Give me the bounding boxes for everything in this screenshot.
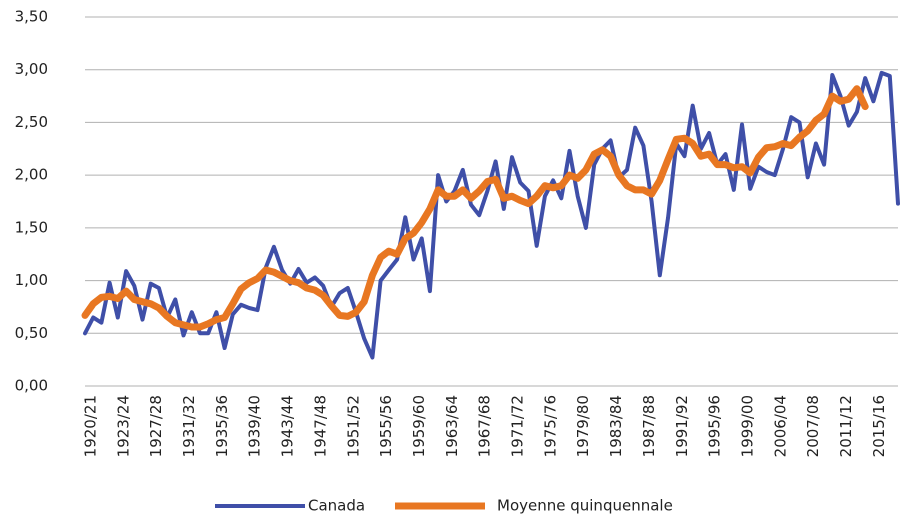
x-tick-label: 1991/92 (673, 395, 691, 457)
y-tick-label: 1,00 (15, 271, 48, 289)
x-tick-label: 2006/04 (771, 395, 789, 457)
x-tick-label: 1967/68 (476, 395, 494, 457)
x-tick-label: 1963/64 (443, 395, 461, 457)
y-tick-label: 0,50 (15, 324, 48, 342)
x-tick-label: 1923/24 (114, 395, 132, 457)
x-tick-label: 1959/60 (410, 395, 428, 457)
x-tick-label: 1920/21 (82, 395, 100, 457)
x-tick-label: 2007/08 (804, 395, 822, 457)
legend-label: Canada (308, 497, 365, 515)
x-tick-label: 1971/72 (509, 395, 527, 457)
x-tick-label: 1927/28 (147, 395, 165, 457)
y-tick-label: 0,00 (15, 377, 48, 395)
x-tick-label: 1975/76 (541, 395, 559, 457)
y-tick-label: 1,50 (15, 218, 48, 236)
y-tick-label: 2,00 (15, 166, 48, 184)
x-tick-label: 1931/32 (180, 395, 198, 457)
y-tick-label: 2,50 (15, 113, 48, 131)
y-tick-label: 3,00 (15, 60, 48, 78)
x-tick-label: 1987/88 (640, 395, 658, 457)
legend-label: Moyenne quinquennale (497, 497, 673, 515)
x-tick-label: 1979/80 (574, 395, 592, 457)
x-tick-label: 1955/56 (377, 395, 395, 457)
series-line (81, 85, 869, 331)
series-line (83, 70, 900, 360)
x-tick-label: 1995/96 (706, 395, 724, 457)
x-tick-label: 1983/84 (607, 395, 625, 457)
x-tick-label: 2011/12 (837, 395, 855, 457)
x-tick-label: 1939/40 (246, 395, 264, 457)
x-tick-label: 1943/44 (279, 395, 297, 457)
y-tick-label: 3,50 (15, 8, 48, 26)
x-tick-label: 1935/36 (213, 395, 231, 457)
x-tick-label: 2015/16 (870, 395, 888, 457)
x-tick-label: 1947/48 (311, 395, 329, 457)
x-tick-label: 1951/52 (344, 395, 362, 457)
x-tick-label: 1999/00 (738, 395, 756, 457)
